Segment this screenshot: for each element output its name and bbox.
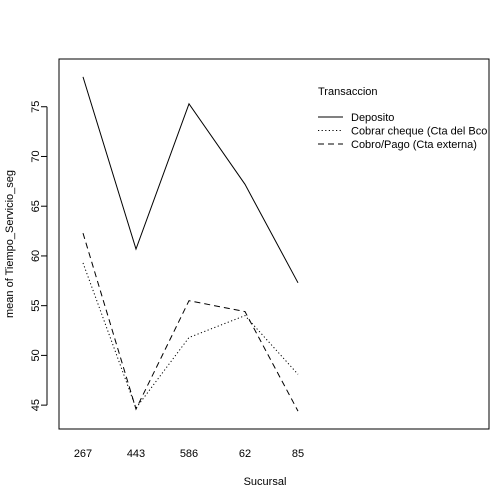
series-line-2: [82, 262, 299, 410]
legend-label-2: Cobrar cheque (Cta del Bco: [351, 126, 487, 138]
x-tick-label: 586: [180, 448, 198, 460]
legend: Transaccion Deposito Cobrar cheque (Cta d…: [318, 86, 487, 151]
legend-title: Transaccion: [318, 86, 378, 98]
y-axis-label: mean of Tiempo_Servicio_seg: [4, 170, 16, 318]
legend-label-1: Deposito: [351, 112, 394, 124]
y-tick-label: 75: [30, 101, 42, 113]
series-lines: [82, 76, 299, 412]
y-axis: 45 50 55 60 65 70 75: [30, 101, 48, 411]
y-tick-label: 65: [30, 200, 42, 212]
y-tick-label: 45: [30, 399, 42, 411]
x-axis: 267 443 586 62 85: [74, 448, 304, 460]
legend-label-3: Cobro/Pago (Cta externa): [351, 139, 477, 151]
y-tick-label: 60: [30, 250, 42, 262]
y-tick-label: 55: [30, 300, 42, 312]
x-tick-label: 85: [292, 448, 304, 460]
y-tick-label: 50: [30, 349, 42, 361]
x-tick-label: 267: [74, 448, 92, 460]
x-tick-label: 443: [127, 448, 145, 460]
x-tick-label: 62: [239, 448, 251, 460]
series-line-1: [82, 76, 299, 284]
x-axis-label: Sucursal: [244, 476, 287, 488]
plot-frame: [58, 58, 490, 430]
y-tick-label: 70: [30, 150, 42, 162]
series-line-3: [82, 232, 299, 412]
